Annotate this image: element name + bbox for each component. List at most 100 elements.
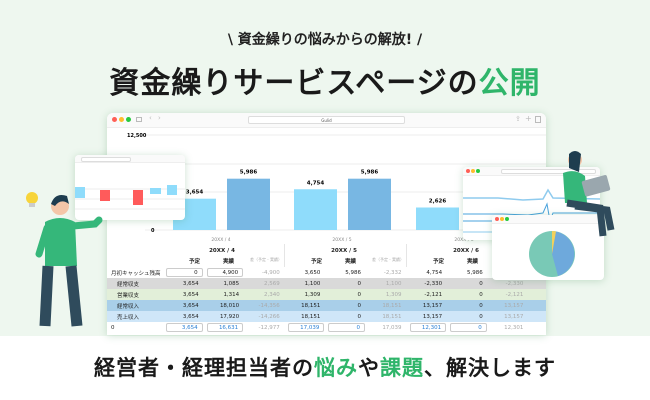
maximize-dot[interactable] bbox=[505, 217, 509, 221]
close-dot[interactable] bbox=[495, 217, 499, 221]
diff-cell: 1,309 bbox=[385, 291, 402, 298]
bar bbox=[348, 178, 391, 230]
value-cell: 0 bbox=[357, 280, 361, 287]
cell-input[interactable]: 0 bbox=[450, 323, 487, 332]
minimize-dot[interactable] bbox=[471, 169, 475, 173]
value-cell: 13,157 bbox=[422, 313, 443, 320]
lightbulb-icon bbox=[26, 192, 38, 207]
tagline-text: や bbox=[358, 356, 380, 380]
value-cell: 18,151 bbox=[301, 313, 321, 320]
pie-slice-blue bbox=[552, 231, 575, 276]
row-label: 売上収入 bbox=[117, 314, 140, 321]
diff-cell: 18,151 bbox=[382, 313, 402, 320]
minimize-dot[interactable] bbox=[119, 117, 124, 122]
sidebar-icon[interactable] bbox=[136, 117, 142, 122]
maximize-dot[interactable] bbox=[126, 117, 131, 122]
close-dot[interactable] bbox=[112, 117, 117, 122]
close-dot[interactable] bbox=[466, 169, 470, 173]
headline-subtitle: \ 資金繰りの悩みからの解放! / bbox=[227, 32, 423, 48]
diff-cell: 18,151 bbox=[382, 302, 402, 309]
value-cell: 13,157 bbox=[422, 302, 443, 309]
minimize-dot[interactable] bbox=[500, 217, 504, 221]
value-cell: 1,309 bbox=[304, 291, 321, 298]
diff-cell: 13,157 bbox=[504, 313, 524, 320]
table-row: 経常収入 3,654 18,010 -14,356 18,151 0 18,151 13,15… bbox=[107, 300, 546, 311]
tagline-text: 経営者・経理担当者の bbox=[94, 356, 314, 380]
group-divider bbox=[406, 244, 407, 267]
waterfall-window bbox=[75, 155, 185, 220]
cell-input[interactable]: 4,900 bbox=[206, 268, 244, 277]
cell-input[interactable]: 3,654 bbox=[166, 323, 203, 332]
month-header: 20XX / 5 bbox=[331, 248, 357, 254]
diff-cell: 2,569 bbox=[264, 280, 280, 287]
share-icon[interactable]: ⇪ bbox=[515, 115, 521, 123]
small-url-bar[interactable] bbox=[81, 157, 131, 162]
cell-input[interactable]: 0 bbox=[328, 323, 365, 332]
plan-header: 予定 bbox=[188, 259, 200, 265]
waterfall-bar bbox=[150, 188, 161, 194]
cell-input[interactable]: 17,039 bbox=[287, 323, 325, 332]
x-tick-label: 20XX / 6 bbox=[454, 237, 473, 243]
value-cell: 18,151 bbox=[301, 302, 321, 309]
bar-value-label: 2,626 bbox=[429, 198, 447, 204]
diff-header: 差（予定 - 実績） bbox=[250, 257, 282, 262]
cell-input[interactable]: 12,301 bbox=[409, 323, 447, 332]
laptop-icon bbox=[581, 175, 611, 197]
cashflow-table: 月初キャッシュ残高 0 4,900 -4,900 3,650 5,986 -2,332 4,7… bbox=[107, 267, 546, 333]
pie-slice-yellow bbox=[552, 231, 556, 254]
value-cell: 18,010 bbox=[219, 302, 240, 309]
diff-cell: 12,301 bbox=[504, 324, 524, 331]
x-tick-label: 20XX / 4 bbox=[211, 237, 230, 243]
tagline-accent: 悩み bbox=[314, 356, 358, 380]
value-cell: 3,654 bbox=[182, 302, 199, 309]
value-cell: 0 bbox=[357, 291, 361, 298]
person-sitting-illustration bbox=[563, 151, 615, 237]
url-bar[interactable]: Gulid bbox=[248, 116, 405, 124]
value-cell: 0 bbox=[479, 313, 483, 320]
actual-header: 実績 bbox=[344, 259, 356, 265]
diff-cell: -2,330 bbox=[505, 280, 524, 287]
value-cell: 0 bbox=[479, 280, 483, 287]
row-label: 0 bbox=[111, 324, 115, 331]
diff-header: 差（予定 - 実績） bbox=[372, 257, 404, 262]
plan-header: 予定 bbox=[432, 259, 444, 265]
table-row: 月初キャッシュ残高 0 4,900 -4,900 3,650 5,986 -2,332 4,7… bbox=[107, 267, 546, 278]
browser-toolbar: ‹ › Gulid ⇪ + bbox=[107, 113, 546, 128]
plan-header: 予定 bbox=[310, 259, 322, 265]
small-url-bar[interactable] bbox=[501, 169, 596, 174]
maximize-dot[interactable] bbox=[476, 169, 480, 173]
bar-value-label: 4,754 bbox=[307, 180, 325, 186]
value-cell: 3,654 bbox=[182, 313, 199, 320]
diff-cell: -4,900 bbox=[262, 269, 280, 276]
table-row: 0 3,654 16,631 -12,977 17,039 0 17,039 12,301 0 1… bbox=[107, 322, 546, 333]
actual-header: 実績 bbox=[466, 259, 478, 265]
value-cell: 0 bbox=[357, 302, 361, 309]
bar-value-label: 3,654 bbox=[186, 190, 204, 196]
value-cell: 0 bbox=[479, 291, 483, 298]
forward-icon[interactable]: › bbox=[158, 114, 161, 122]
title-main: 資金繰りサービスページの bbox=[109, 66, 479, 101]
value-cell: -2,121 bbox=[424, 291, 443, 298]
title-accent: 公開 bbox=[478, 66, 541, 101]
value-cell: 3,650 bbox=[304, 269, 321, 276]
cell-input[interactable]: 0 bbox=[166, 268, 203, 277]
row-label: 経常収支 bbox=[117, 281, 140, 288]
small-toolbar bbox=[492, 215, 604, 224]
waterfall-bar bbox=[133, 190, 143, 205]
back-icon[interactable]: ‹ bbox=[149, 114, 152, 122]
diff-cell: 13,157 bbox=[504, 302, 524, 309]
diff-cell: -2,121 bbox=[505, 291, 524, 298]
cell-input[interactable]: 16,631 bbox=[206, 323, 244, 332]
headline-title: 資金繰りサービスページの公開 bbox=[0, 58, 650, 102]
y-tick-label: 12,500 bbox=[127, 133, 147, 139]
small-toolbar bbox=[75, 155, 185, 163]
tabs-icon[interactable] bbox=[535, 116, 541, 123]
diff-cell: -14,266 bbox=[258, 313, 280, 320]
waterfall-bar bbox=[100, 190, 110, 201]
diff-cell: 1,100 bbox=[385, 280, 402, 287]
new-tab-icon[interactable]: + bbox=[525, 114, 532, 123]
bar bbox=[294, 189, 337, 230]
waterfall-bar bbox=[167, 185, 177, 195]
tagline: 経営者・経理担当者の悩みや課題、解決します bbox=[0, 352, 650, 382]
group-divider bbox=[284, 244, 285, 267]
